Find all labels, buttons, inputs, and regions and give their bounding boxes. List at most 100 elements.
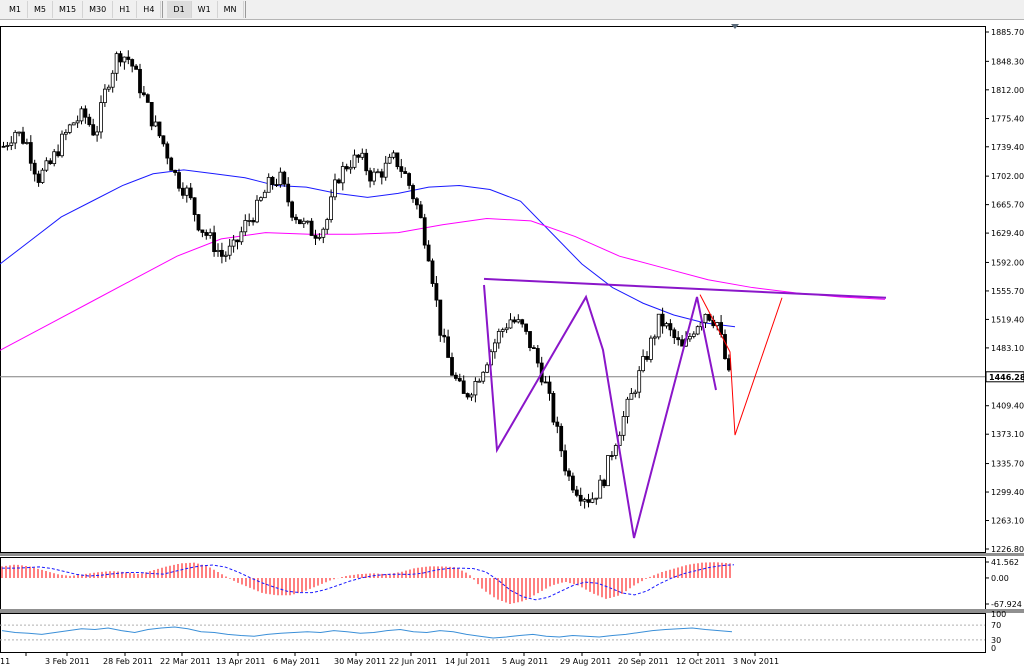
pattern-zigzag-line [483, 284, 717, 539]
timeframe-m15-button[interactable]: M15 [53, 1, 84, 18]
price-tick-label: 1848.30 [991, 57, 1024, 66]
time-tick-label: 28 Feb 2011 [103, 657, 153, 666]
price-tick-label: 1885.70 [991, 28, 1024, 37]
candle-down [290, 201, 295, 218]
candle-down [309, 220, 314, 236]
timeframe-mn-button[interactable]: MN [218, 1, 244, 18]
candle-down [727, 358, 731, 371]
candle-up [13, 131, 18, 144]
candle-down [426, 244, 431, 262]
candle-down [138, 68, 142, 94]
candle-down [297, 219, 302, 225]
price-tick-label: 1335.70 [991, 460, 1024, 469]
candle-up [633, 391, 638, 394]
candle-up [621, 416, 626, 436]
moving-averages [0, 169, 886, 351]
candle-up [613, 445, 618, 456]
candle-down [446, 336, 451, 358]
candle-down [91, 124, 96, 136]
candle-down [188, 187, 193, 199]
candle-up [247, 220, 252, 222]
candle-down [543, 381, 548, 384]
candle-up [99, 102, 103, 133]
candle-down [407, 173, 412, 186]
candle-up [243, 220, 248, 233]
candlesticks [1, 50, 731, 509]
candle-down [286, 183, 291, 203]
price-tick-label: 1373.10 [991, 430, 1024, 439]
oscillator-tick-label: 70 [991, 621, 1001, 630]
toolbar-separator [162, 1, 167, 18]
candle-down [453, 374, 458, 379]
candle-up [262, 191, 267, 199]
time-tick-label: 20 Sep 2011 [618, 657, 669, 666]
candle-up [504, 327, 509, 331]
candle-down [457, 378, 462, 382]
candle-down [668, 323, 673, 331]
candle-down [676, 337, 681, 341]
candle-down [368, 170, 373, 182]
candle-up [223, 254, 228, 257]
timeframe-w1-button[interactable]: W1 [192, 1, 218, 18]
candle-up [594, 497, 599, 500]
candle-up [333, 179, 337, 198]
candle-down [145, 94, 150, 103]
time-tick-label: 30 May 2011 [334, 657, 386, 666]
chart-frames [0, 24, 1024, 653]
candle-down [235, 239, 240, 243]
timeframe-m1-button[interactable]: M1 [3, 1, 28, 18]
candle-down [610, 455, 614, 457]
candle-down [274, 184, 279, 186]
candle-down [512, 319, 517, 323]
price-tick-label: 1555.70 [991, 287, 1024, 296]
candle-up [481, 371, 486, 382]
candle-down [134, 65, 139, 70]
candle-up [114, 53, 119, 74]
candle-down [707, 313, 712, 321]
candle-up [258, 197, 263, 201]
candle-down [414, 198, 419, 206]
candle-up [340, 166, 345, 184]
time-tick-label: 29 Aug 2011 [560, 657, 611, 666]
time-tick-label: 14 Jul 2011 [445, 657, 490, 666]
candle-down [118, 53, 123, 63]
candle-up [17, 131, 22, 134]
candle-down [528, 331, 532, 349]
main-panel-frame [0, 26, 986, 553]
candle-up [391, 152, 396, 158]
candle-down [438, 299, 443, 336]
candle-up [516, 319, 521, 323]
timeframe-h1-button[interactable]: H1 [113, 1, 138, 18]
candle-down [602, 479, 606, 487]
candle-down [535, 348, 540, 364]
candle-down [130, 59, 135, 67]
price-tick-label: 1409.40 [991, 402, 1024, 411]
timeframe-h4-button[interactable]: H4 [137, 1, 162, 18]
candle-up [606, 455, 610, 487]
candle-down [56, 151, 60, 157]
candle-down [169, 157, 174, 171]
timeframe-m30-button[interactable]: M30 [83, 1, 114, 18]
candle-up [106, 86, 111, 90]
candle-down [126, 56, 131, 60]
current-price-box [985, 371, 1024, 383]
candle-up [52, 151, 57, 165]
candle-down [567, 470, 571, 477]
candle-up [317, 236, 322, 239]
candle-down [379, 171, 384, 178]
candle-down [418, 204, 423, 219]
candle-down [563, 450, 567, 472]
candle-up [360, 152, 365, 158]
candle-down [173, 169, 178, 173]
candle-up [375, 171, 380, 174]
timeframe-toolbar: M1 M5 M15 M30 H1 H4 D1 W1 MN [0, 0, 1024, 20]
candle-down [204, 232, 209, 236]
candle-down [723, 334, 727, 360]
timeframe-d1-button[interactable]: D1 [167, 1, 192, 18]
timeframe-m5-button[interactable]: M5 [28, 1, 53, 18]
candle-down [555, 421, 560, 427]
candle-down [551, 393, 556, 423]
candle-up [67, 124, 72, 133]
histogram-tick-label: 0.00 [991, 574, 1009, 583]
